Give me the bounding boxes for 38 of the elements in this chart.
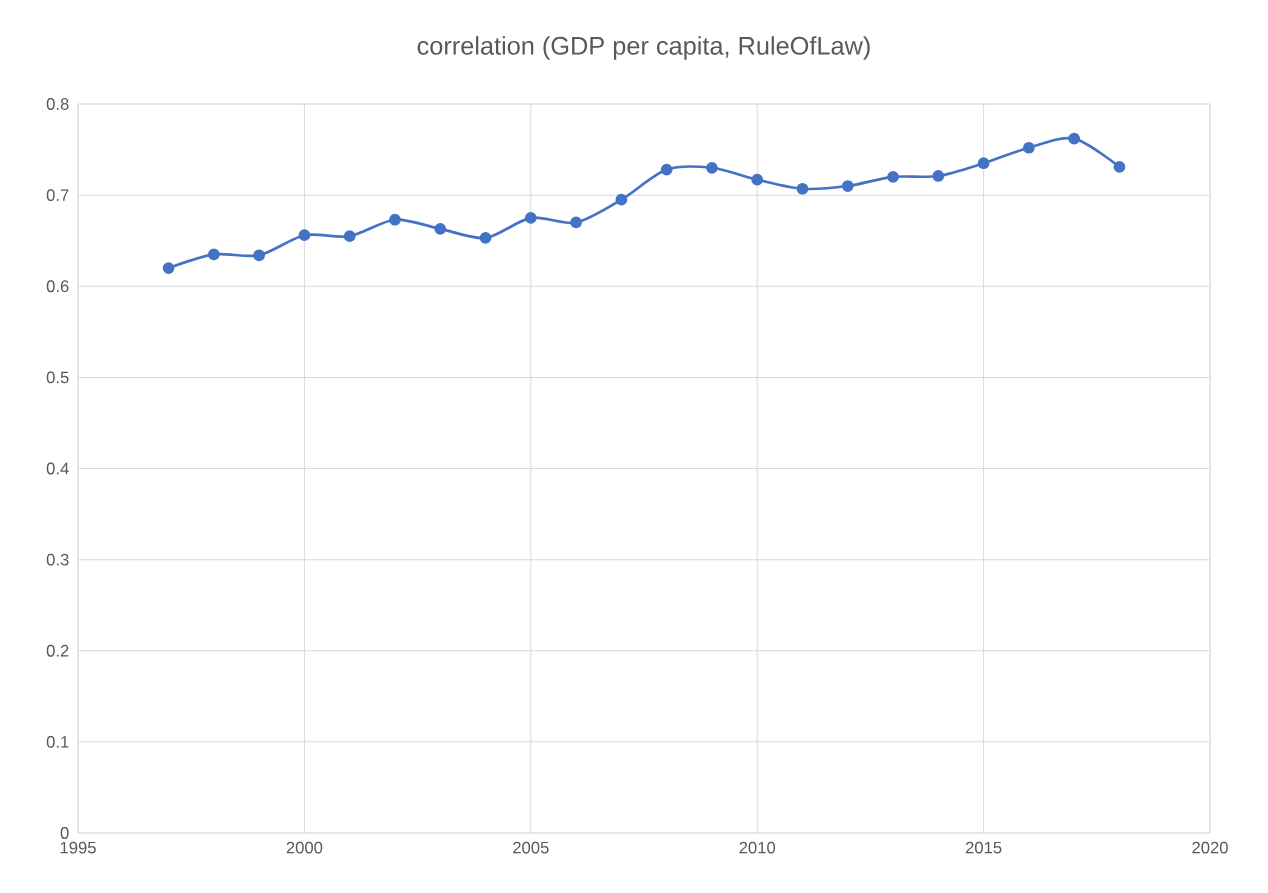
x-tick-label: 2020 <box>1192 841 1228 854</box>
x-tick-label: 2015 <box>965 841 1002 854</box>
x-tick-label: 2005 <box>513 841 549 854</box>
y-tick-label: 0.4 <box>46 462 69 475</box>
point <box>479 232 492 244</box>
point <box>207 248 220 261</box>
y-tick-label: 0.3 <box>46 553 69 566</box>
y-tick-label: 0.2 <box>46 644 69 657</box>
y-tick-label: 0.1 <box>46 735 69 748</box>
point <box>298 229 311 242</box>
point <box>524 212 537 224</box>
point <box>977 157 990 170</box>
point <box>570 216 582 229</box>
y-tick-label: 0.6 <box>46 280 69 293</box>
point <box>1068 132 1081 145</box>
point <box>615 193 628 206</box>
point <box>751 173 764 186</box>
point <box>343 230 356 243</box>
point <box>1113 161 1126 173</box>
point <box>706 161 718 174</box>
x-tick-label: 2000 <box>286 841 323 854</box>
chart-title: correlation (GDP per capita, RuleOfLaw) <box>417 36 870 60</box>
point <box>389 213 401 226</box>
y-tick-label: 0.5 <box>46 371 69 384</box>
point <box>434 222 447 235</box>
point <box>660 163 673 176</box>
point <box>841 180 854 192</box>
point <box>932 170 945 182</box>
y-tick-label: 0.8 <box>46 98 69 110</box>
point <box>162 262 175 274</box>
x-tick-label: 2010 <box>739 841 776 854</box>
x-tick-label: 1995 <box>60 841 96 854</box>
point <box>253 249 265 262</box>
point <box>1023 141 1035 154</box>
point <box>796 182 809 195</box>
y-tick-label: 0.7 <box>46 189 69 202</box>
point <box>887 171 899 183</box>
y-tick-label: 0 <box>60 827 69 839</box>
